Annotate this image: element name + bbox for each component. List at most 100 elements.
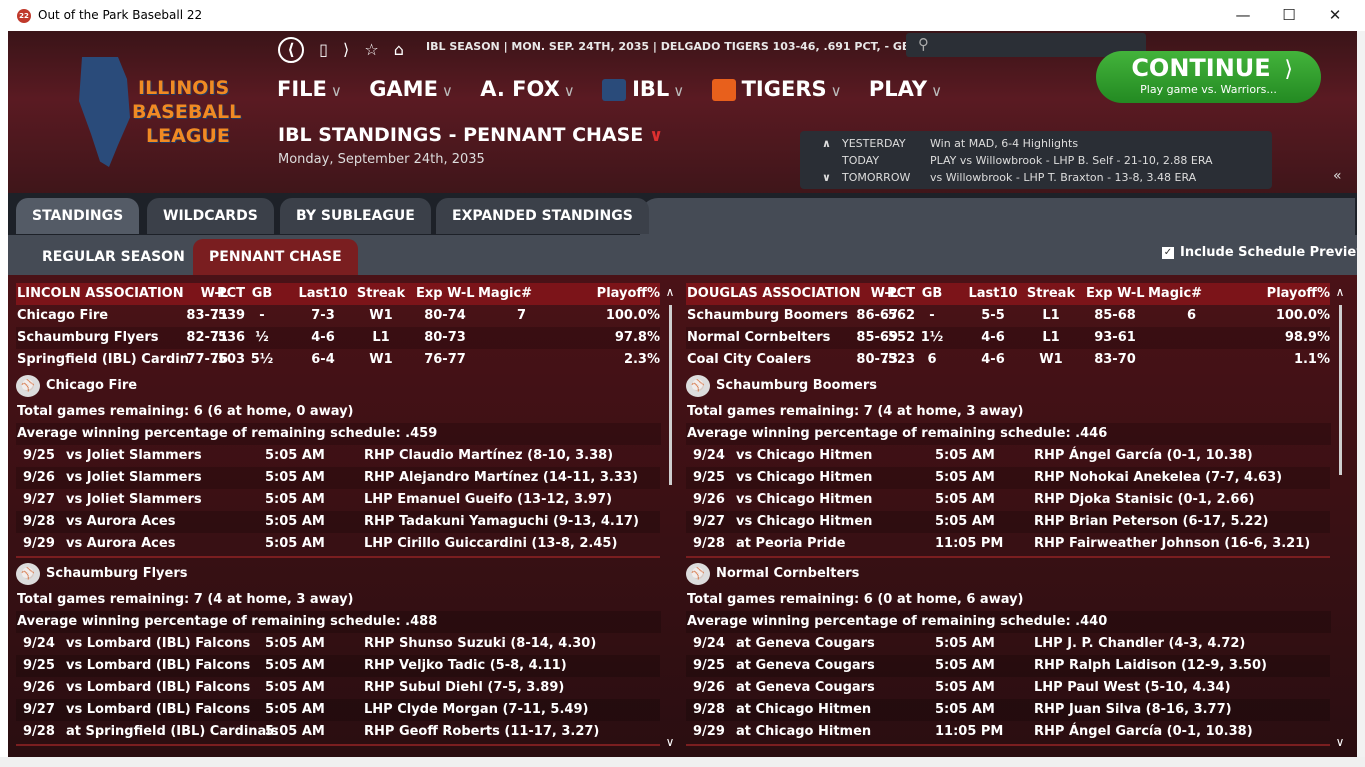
- game-opponent[interactable]: at Chicago Hitmen: [736, 724, 872, 739]
- game-opponent[interactable]: vs Chicago Hitmen: [736, 492, 873, 507]
- scroll-down-icon[interactable]: ∨: [665, 735, 675, 749]
- game-opponent[interactable]: vs Lombard (IBL) Falcons: [66, 658, 251, 673]
- game-pitcher[interactable]: RHP Ángel García (0-1, 10.38): [1034, 724, 1253, 739]
- game-opponent[interactable]: vs Lombard (IBL) Falcons: [66, 702, 251, 717]
- game-opponent[interactable]: at Geneva Cougars: [736, 658, 875, 673]
- chevron-down-icon[interactable]: ∨: [822, 171, 831, 184]
- chevron-up-icon[interactable]: ∧: [822, 137, 831, 150]
- column-header[interactable]: Exp W-L: [416, 286, 475, 301]
- column-header[interactable]: PCT: [217, 286, 245, 301]
- back-icon[interactable]: ⟨: [278, 37, 304, 63]
- table-row[interactable]: Schaumburg Boomers 86-67.562- 5-5 L1 85-68 6 1…: [686, 305, 1330, 327]
- table-row[interactable]: Coal City Coalers 80-73.523 6 4-6 W1 83-70 1.1…: [686, 349, 1330, 371]
- game-pitcher[interactable]: RHP Ángel García (0-1, 10.38): [1034, 448, 1253, 463]
- table-row[interactable]: Normal Cornbelters 85-69.552 1½ 4-6 L1 93-61 9…: [686, 327, 1330, 349]
- page-icon[interactable]: ▯: [319, 40, 328, 59]
- game-pitcher[interactable]: RHP Subul Diehl (7-5, 3.89): [364, 680, 565, 695]
- list-item[interactable]: 9/28 at Peoria Pride 11:05 PM RHP Fairweath…: [686, 533, 1330, 555]
- scrollbar[interactable]: [1339, 305, 1342, 475]
- game-opponent[interactable]: at Peoria Pride: [736, 536, 846, 551]
- tab-wildcards[interactable]: WILDCARDS: [147, 198, 274, 234]
- include-schedule-preview[interactable]: ✓ Include Schedule Preview: [1162, 245, 1357, 260]
- checkbox-icon[interactable]: ✓: [1162, 246, 1174, 259]
- list-item[interactable]: 9/24 at Geneva Cougars 5:05 AM LHP J. P. Ch…: [686, 633, 1330, 655]
- list-item[interactable]: 9/25 vs Chicago Hitmen 5:05 AM RHP Nohokai …: [686, 467, 1330, 489]
- game-opponent[interactable]: vs Lombard (IBL) Falcons: [66, 680, 251, 695]
- game-pitcher[interactable]: RHP Tadakuni Yamaguchi (9-13, 4.17): [364, 514, 639, 529]
- game-pitcher[interactable]: LHP Emanuel Gueifo (13-12, 3.97): [364, 492, 613, 507]
- menu-game[interactable]: GAME ∨: [369, 77, 453, 101]
- menu-manager[interactable]: A. FOX ∨: [480, 77, 575, 101]
- game-opponent[interactable]: vs Chicago Hitmen: [736, 514, 873, 529]
- list-item[interactable]: 9/26 vs Chicago Hitmen 5:05 AM RHP Djoka St…: [686, 489, 1330, 511]
- menu-play[interactable]: PLAY ∨: [868, 77, 943, 101]
- list-item[interactable]: 9/24 vs Chicago Hitmen 5:05 AM RHP Ángel Ga…: [686, 445, 1330, 467]
- column-header[interactable]: W-L: [870, 286, 898, 301]
- game-opponent[interactable]: vs Chicago Hitmen: [736, 448, 873, 463]
- page-title[interactable]: IBL STANDINGS - PENNANT CHASE ∨: [278, 124, 664, 146]
- game-pitcher[interactable]: RHP Brian Peterson (6-17, 5.22): [1034, 514, 1269, 529]
- game-pitcher[interactable]: RHP Claudio Martínez (8-10, 3.38): [364, 448, 614, 463]
- menu-file[interactable]: FILE ∨: [277, 77, 342, 101]
- game-pitcher[interactable]: RHP Djoka Stanisic (0-1, 2.66): [1034, 492, 1255, 507]
- table-row[interactable]: Schaumburg Flyers 82-71.536 ½ 4-6 L1 80-73 97.…: [16, 327, 660, 349]
- game-pitcher[interactable]: RHP Fairweather Johnson (16-6, 3.21): [1034, 536, 1311, 551]
- list-item[interactable]: 9/29 at Chicago Hitmen 11:05 PM RHP Ángel G…: [686, 721, 1330, 743]
- game-opponent[interactable]: at Geneva Cougars: [736, 680, 875, 695]
- column-header[interactable]: Last10: [298, 286, 348, 301]
- game-pitcher[interactable]: RHP Nohokai Anekelea (7-7, 4.63): [1034, 470, 1283, 485]
- game-pitcher[interactable]: LHP J. P. Chandler (4-3, 4.72): [1034, 636, 1246, 651]
- list-item[interactable]: 9/25 at Geneva Cougars 5:05 AM RHP Ralph La…: [686, 655, 1330, 677]
- game-opponent[interactable]: vs Joliet Slammers: [66, 470, 202, 485]
- game-opponent[interactable]: at Chicago Hitmen: [736, 702, 872, 717]
- list-item[interactable]: 9/25 vs Joliet Slammers 5:05 AM RHP Claudio…: [16, 445, 660, 467]
- team-section-title[interactable]: ⚾ Chicago Fire: [16, 373, 660, 399]
- column-header[interactable]: GB: [251, 286, 273, 301]
- list-item[interactable]: 9/28 vs Aurora Aces 5:05 AM RHP Tadakuni Ya…: [16, 511, 660, 533]
- tab-expanded-standings[interactable]: EXPANDED STANDINGS: [436, 198, 649, 234]
- game-opponent[interactable]: vs Aurora Aces: [66, 514, 176, 529]
- team-name[interactable]: Coal City Coalers: [687, 352, 812, 367]
- scroll-up-icon[interactable]: ∧: [665, 285, 675, 299]
- game-opponent[interactable]: at Springfield (IBL) Cardinals: [66, 724, 279, 739]
- game-opponent[interactable]: vs Joliet Slammers: [66, 492, 202, 507]
- column-header[interactable]: Streak: [356, 286, 406, 301]
- search-input[interactable]: ⚲: [906, 33, 1146, 57]
- list-item[interactable]: 9/26 vs Joliet Slammers 5:05 AM RHP Alejand…: [16, 467, 660, 489]
- table-row[interactable]: Springfield (IBL) Cardin 77-76.503 5½ 6-4 W1…: [16, 349, 660, 371]
- game-opponent[interactable]: vs Aurora Aces: [66, 536, 176, 551]
- close-icon[interactable]: ✕: [1328, 6, 1342, 24]
- column-header[interactable]: Last10: [968, 286, 1018, 301]
- menu-league[interactable]: IBL ∨: [602, 77, 684, 101]
- team-name[interactable]: Schaumburg Flyers: [17, 330, 159, 345]
- column-header[interactable]: Magic#: [478, 286, 533, 301]
- list-item[interactable]: 9/26 vs Lombard (IBL) Falcons 5:05 AM RHP S…: [16, 677, 660, 699]
- team-name[interactable]: Chicago Fire: [17, 308, 109, 323]
- scrollbar[interactable]: [669, 305, 672, 485]
- game-opponent[interactable]: at Geneva Cougars: [736, 636, 875, 651]
- column-header[interactable]: Exp W-L: [1086, 286, 1145, 301]
- game-pitcher[interactable]: RHP Juan Silva (8-16, 3.77): [1034, 702, 1232, 717]
- continue-button[interactable]: CONTINUE ⟩ Play game vs. Warriors...: [1096, 51, 1321, 103]
- list-item[interactable]: 9/28 at Springfield (IBL) Cardinals 5:05 A…: [16, 721, 660, 743]
- list-item[interactable]: 9/26 at Geneva Cougars 5:05 AM LHP Paul Wes…: [686, 677, 1330, 699]
- star-icon[interactable]: ☆: [364, 40, 379, 59]
- list-item[interactable]: 9/29 vs Aurora Aces 5:05 AM LHP Cirillo Gui…: [16, 533, 660, 555]
- tab-by-subleague[interactable]: BY SUBLEAGUE: [280, 198, 431, 234]
- forward-icon[interactable]: ⟩: [343, 40, 350, 59]
- maximize-icon[interactable]: ☐: [1282, 6, 1296, 24]
- column-header[interactable]: Magic#: [1148, 286, 1203, 301]
- team-name[interactable]: Schaumburg Boomers: [687, 308, 848, 323]
- column-header[interactable]: W-L: [200, 286, 228, 301]
- tab-regular-season[interactable]: REGULAR SEASON: [42, 249, 185, 265]
- column-header[interactable]: GB: [921, 286, 943, 301]
- game-pitcher[interactable]: RHP Geoff Roberts (11-17, 3.27): [364, 724, 600, 739]
- game-pitcher[interactable]: RHP Ralph Laidison (12-9, 3.50): [1034, 658, 1267, 673]
- list-item[interactable]: 9/27 vs Lombard (IBL) Falcons 5:05 AM LHP C…: [16, 699, 660, 721]
- list-item[interactable]: 9/24 vs Lombard (IBL) Falcons 5:05 AM RHP S…: [16, 633, 660, 655]
- game-pitcher[interactable]: LHP Paul West (5-10, 4.34): [1034, 680, 1231, 695]
- table-row[interactable]: Chicago Fire 83-71.539- 7-3 W1 80-74 7 100.0%: [16, 305, 660, 327]
- list-item[interactable]: 9/27 vs Joliet Slammers 5:05 AM LHP Emanuel…: [16, 489, 660, 511]
- team-section-title[interactable]: ⚾ Normal Cornbelters: [686, 561, 1330, 587]
- game-pitcher[interactable]: RHP Veljko Tadic (5-8, 4.11): [364, 658, 567, 673]
